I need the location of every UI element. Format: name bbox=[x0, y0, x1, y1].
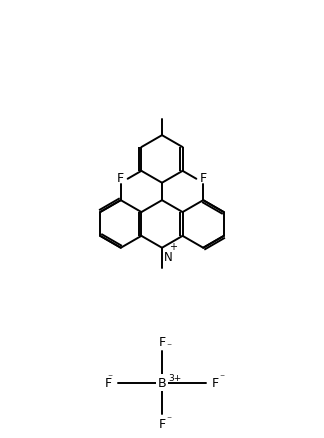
Text: ⁻: ⁻ bbox=[108, 373, 113, 383]
Text: 3+: 3+ bbox=[168, 373, 181, 382]
Text: N: N bbox=[164, 250, 173, 263]
Text: ⁻: ⁻ bbox=[219, 373, 225, 383]
Text: F: F bbox=[158, 336, 166, 349]
Text: F: F bbox=[158, 417, 166, 430]
Text: B: B bbox=[158, 376, 166, 389]
Text: F: F bbox=[117, 171, 124, 184]
Text: ⁻: ⁻ bbox=[166, 414, 171, 424]
Text: ⁻: ⁻ bbox=[166, 341, 171, 351]
Text: F: F bbox=[212, 376, 219, 389]
Text: F: F bbox=[105, 376, 112, 389]
Text: +: + bbox=[169, 241, 177, 251]
Text: F: F bbox=[200, 171, 207, 184]
